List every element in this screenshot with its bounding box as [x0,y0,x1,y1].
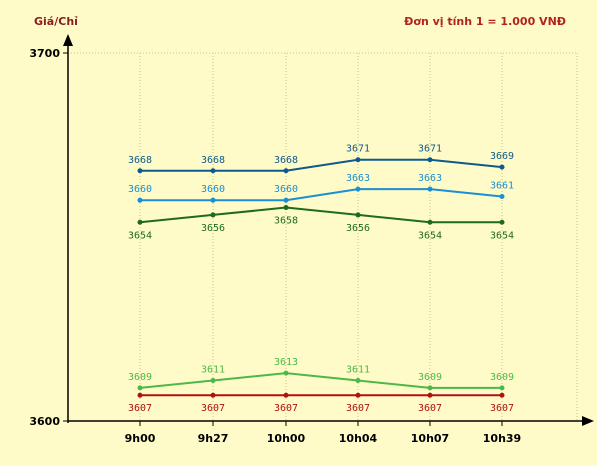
data-point [355,212,361,218]
data-point [137,219,143,225]
data-point [137,385,143,391]
data-point [427,385,433,391]
data-point [283,168,289,174]
series-5: 3607 3607 3607 3607 3607 3607 [128,392,514,414]
data-point [427,219,433,225]
data-label: 3656 [346,223,370,234]
data-label: 3654 [418,230,442,241]
data-label: 3607 [418,403,442,414]
data-label: 3609 [490,372,514,383]
data-point [210,378,216,384]
y-axis-arrow [63,34,73,46]
data-label: 3609 [418,372,442,383]
data-label: 3663 [346,173,370,184]
data-point [499,164,505,170]
y-tick-label: 3600 [29,415,60,428]
data-point [499,219,505,225]
data-label: 3663 [418,173,442,184]
data-label: 3654 [128,230,152,241]
data-label: 3611 [201,365,225,376]
data-label: 3607 [201,403,225,414]
grid [68,52,578,421]
data-point [355,392,361,398]
series-group: 3668 3668 3668 3671 3671 3669 3660 3660 3660 3663… [128,144,514,415]
data-label: 3660 [128,184,152,195]
axes: 3600 3700 9h00 9h27 10h00 10h04 10h07 10h39 [29,34,594,445]
x-tick-label: 9h27 [198,432,229,445]
data-point [137,392,143,398]
data-point [210,212,216,218]
series-2: 3660 3660 3660 3663 3663 3661 [128,173,514,203]
x-tick-label: 10h07 [411,432,449,445]
data-point [499,194,505,200]
data-label: 3613 [274,357,298,368]
data-label: 3609 [128,372,152,383]
unit-note: Đơn vị tính 1 = 1.000 VNĐ [404,15,566,28]
x-tick-label: 10h04 [339,432,378,445]
series-line [139,372,502,389]
data-point [355,378,361,384]
data-point [137,168,143,174]
series-line [140,188,503,202]
series-1: 3668 3668 3668 3671 3671 3669 [128,144,514,174]
data-label: 3607 [490,403,514,414]
data-point [427,157,433,163]
series-line [140,158,503,172]
data-label: 3660 [274,184,298,195]
data-point [283,197,289,203]
data-label: 3668 [128,155,152,166]
data-label: 3654 [490,230,514,241]
data-point [283,392,289,398]
series-3: 3654 3656 3658 3656 3654 3654 [128,205,514,241]
data-point [499,392,505,398]
data-label: 3668 [274,155,298,166]
data-label: 3658 [274,216,298,227]
x-tick-label: 10h39 [483,432,521,445]
data-label: 3668 [201,155,225,166]
x-tick-label: 10h00 [267,432,306,445]
data-point [355,157,361,163]
data-label: 3669 [490,151,514,162]
data-point [427,186,433,192]
series-4: 3609 3611 3613 3611 3609 3609 [128,357,514,391]
data-point [427,392,433,398]
data-point [283,205,289,211]
series-line [139,206,502,224]
data-point [210,168,216,174]
data-label: 3607 [128,403,152,414]
data-label: 3671 [418,144,442,155]
y-tick-label: 3700 [29,47,60,60]
data-label: 3656 [201,223,225,234]
data-label: 3661 [490,181,514,192]
data-point [283,370,289,376]
data-label: 3611 [346,365,370,376]
data-point [210,197,216,203]
data-label: 3671 [346,144,370,155]
y-axis-label: Giá/Chỉ [34,15,78,28]
data-point [355,186,361,192]
data-point [210,392,216,398]
data-point [499,385,505,391]
data-label: 3607 [274,403,298,414]
x-tick-label: 9h00 [125,432,156,445]
data-label: 3660 [201,184,225,195]
data-point [137,197,143,203]
data-label: 3607 [346,403,370,414]
x-axis-arrow [582,416,594,426]
